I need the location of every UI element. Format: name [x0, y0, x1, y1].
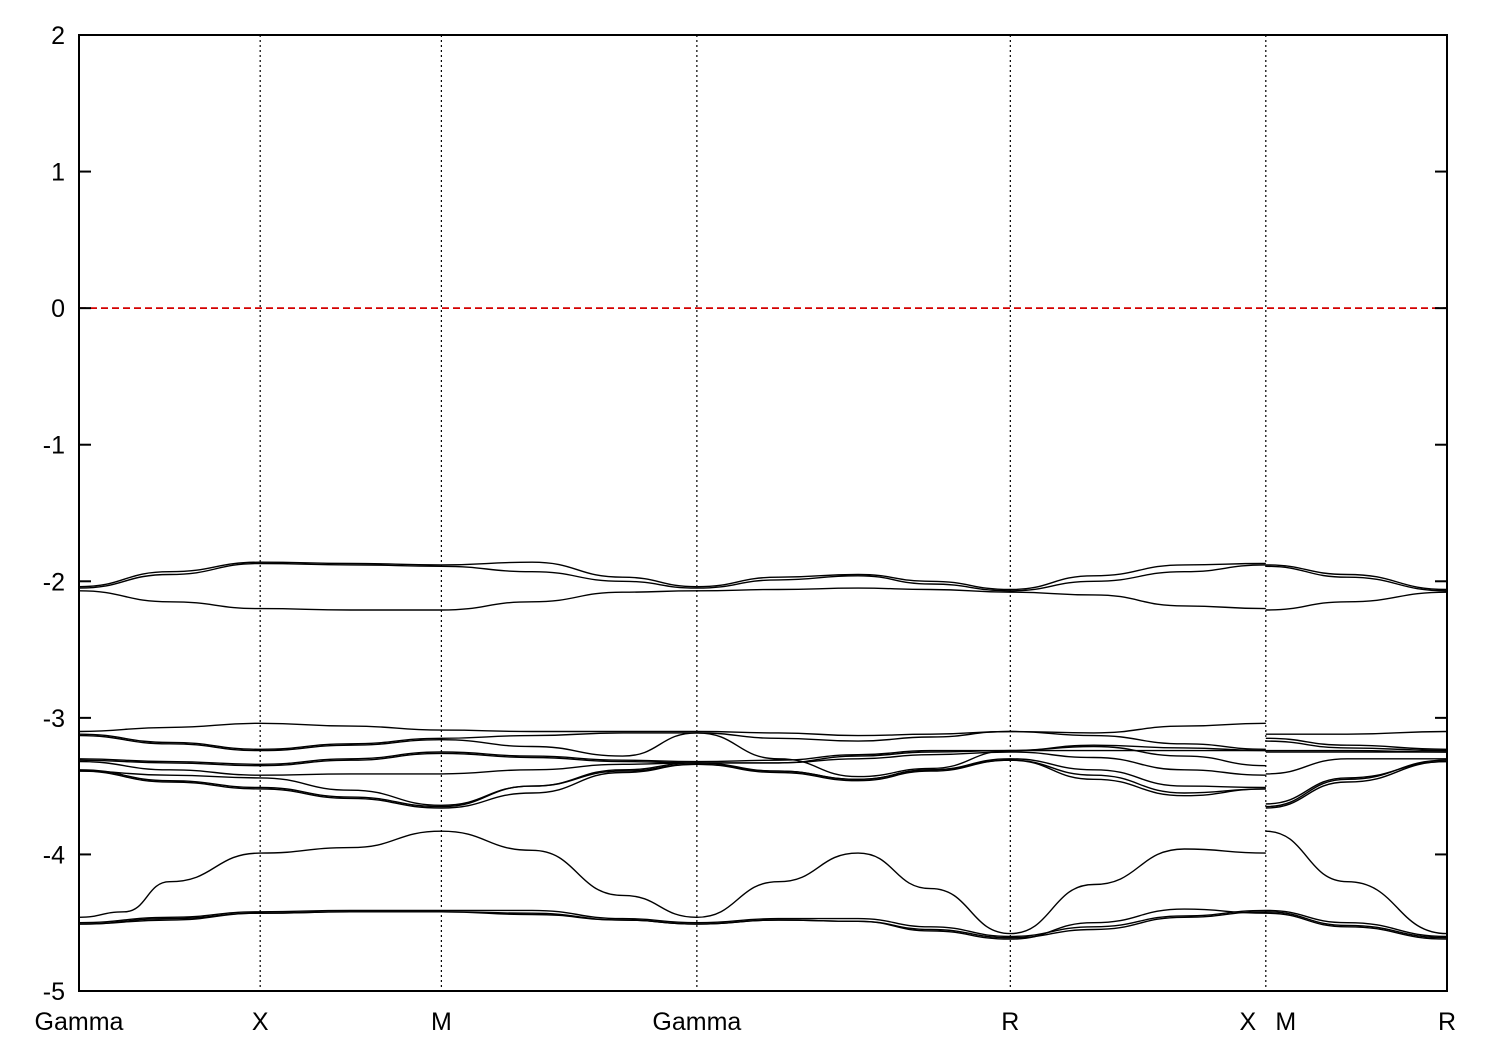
y-axis: 2 1 0 -1 -2 -3 -4 -5 — [43, 22, 1447, 1006]
y-tick-label: 1 — [51, 159, 65, 187]
plot-border — [78, 34, 1448, 992]
band-line-14 — [78, 909, 1448, 938]
y-tick-label: -1 — [43, 432, 65, 460]
plot-frame — [78, 34, 1448, 992]
x-tick-label: R — [1001, 1008, 1019, 1036]
band-lines — [78, 561, 1448, 940]
x-tick-label: X — [252, 1008, 269, 1036]
y-tick-label: -5 — [43, 978, 65, 1006]
y-tick-label: -2 — [43, 568, 65, 596]
band-line-10 — [78, 758, 1448, 808]
band-line-13 — [78, 830, 1448, 935]
x-axis: Gamma X M Gamma R X M R — [35, 1008, 1456, 1036]
y-tick-label: -4 — [43, 841, 65, 869]
x-tick-label: Gamma — [35, 1008, 124, 1036]
band-line-2 — [78, 562, 1448, 592]
band-line-3 — [78, 587, 1448, 611]
x-tick-label: X — [1239, 1008, 1256, 1036]
x-tick-label: R — [1438, 1008, 1456, 1036]
y-tick-label: 2 — [51, 22, 65, 50]
x-tick-label: Gamma — [652, 1008, 741, 1036]
band-line-1 — [78, 561, 1448, 591]
band-line-4 — [78, 722, 1448, 737]
band-line-6 — [78, 732, 1448, 778]
band-line-16 — [78, 908, 1448, 940]
x-tick-label: M — [431, 1008, 452, 1036]
band-line-12 — [78, 759, 1448, 807]
y-tick-label: 0 — [51, 295, 65, 323]
y-tick-label: -3 — [43, 705, 65, 733]
x-tick-label: M — [1275, 1008, 1296, 1036]
